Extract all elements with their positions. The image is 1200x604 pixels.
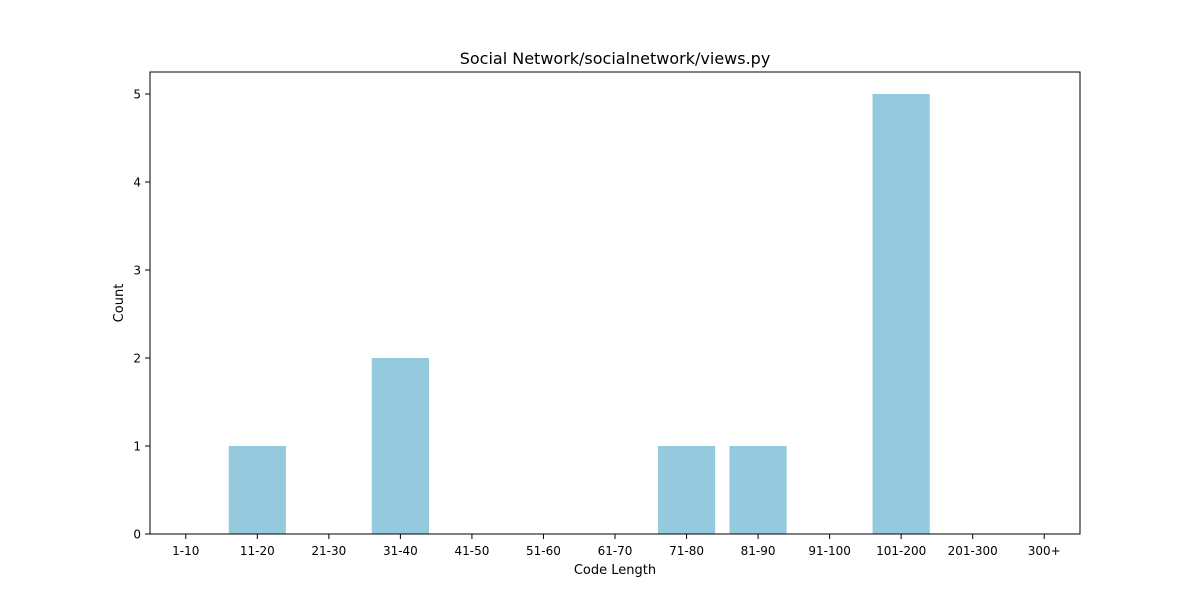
x-axis-label: Code Length [574, 563, 656, 578]
x-tick-label: 61-70 [598, 544, 633, 558]
y-tick-label: 0 [133, 528, 141, 542]
x-axis: 1-10 11-20 21-30 31-40 41-50 51-60 61-70 71-80 8… [172, 534, 1061, 558]
y-tick-label: 2 [133, 352, 141, 366]
bar-81-90 [729, 446, 787, 534]
x-tick-label: 51-60 [526, 544, 561, 558]
y-tick-label: 1 [133, 440, 141, 454]
x-tick-label: 21-30 [311, 544, 346, 558]
x-tick-label: 31-40 [383, 544, 418, 558]
plot-frame [149, 71, 1081, 535]
x-tick-label: 101-200 [876, 544, 926, 558]
bar-71-80 [657, 446, 716, 534]
y-tick-label: 4 [133, 176, 141, 190]
chart-title: Social Network/socialnetwork/views.py [460, 49, 771, 68]
y-tick-label: 5 [133, 88, 141, 102]
bar-11-20 [228, 446, 286, 534]
x-tick-label: 71-80 [669, 544, 704, 558]
y-axis-label: Count [112, 284, 127, 323]
x-tick-label: 201-300 [948, 544, 998, 558]
x-tick-label: 41-50 [454, 544, 489, 558]
y-axis: 0 1 2 3 4 5 [133, 88, 150, 542]
x-tick-label: 300+ [1028, 544, 1061, 558]
x-tick-label: 91-100 [808, 544, 851, 558]
y-tick-label: 3 [133, 264, 141, 278]
bar-101-200 [872, 94, 930, 534]
x-tick-label: 81-90 [741, 544, 776, 558]
bars-group [228, 94, 930, 534]
x-tick-label: 11-20 [240, 544, 275, 558]
bar-31-40 [371, 358, 429, 534]
x-tick-label: 1-10 [172, 544, 199, 558]
